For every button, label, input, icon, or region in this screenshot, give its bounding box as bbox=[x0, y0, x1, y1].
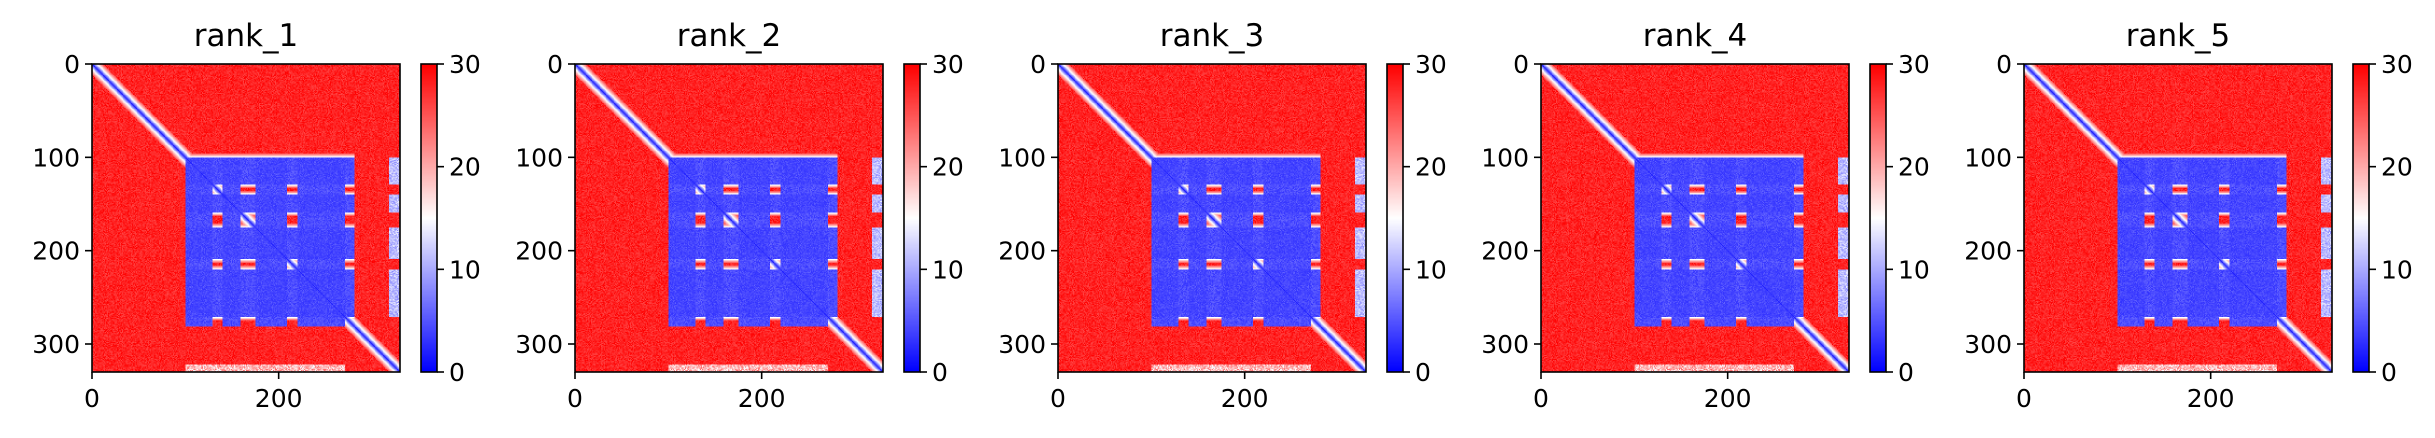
colorbar-frame bbox=[1869, 63, 1887, 373]
colorbar-frame bbox=[420, 63, 438, 373]
x-tick-label: 200 bbox=[2187, 384, 2235, 413]
colorbar-tick-label: 30 bbox=[932, 50, 964, 79]
x-tick-label: 0 bbox=[1533, 384, 1549, 413]
colorbar-tick-label: 30 bbox=[1415, 50, 1447, 79]
y-tick-label: 300 bbox=[32, 330, 80, 359]
colorbar-tick-label: 20 bbox=[1898, 153, 1930, 182]
colorbar-gradient bbox=[2353, 64, 2369, 372]
heatmap-image bbox=[575, 64, 883, 372]
y-tick-label: 0 bbox=[1996, 50, 2012, 79]
heatmap-frame bbox=[1540, 63, 1850, 373]
colorbar-gradient bbox=[1387, 64, 1403, 372]
colorbar-tick-label: 30 bbox=[2381, 50, 2413, 79]
colorbar-frame bbox=[2352, 63, 2370, 373]
y-tick-label: 200 bbox=[1481, 237, 1529, 266]
x-tick-label: 200 bbox=[738, 384, 786, 413]
x-tick-label: 200 bbox=[255, 384, 303, 413]
panel-title: rank_2 bbox=[677, 18, 782, 54]
heatmap-image bbox=[1058, 64, 1366, 372]
heatmap-frame bbox=[91, 63, 401, 373]
colorbar-gradient bbox=[421, 64, 437, 372]
colorbar-tick-label: 30 bbox=[1898, 50, 1930, 79]
x-tick-label: 0 bbox=[84, 384, 100, 413]
colorbar-tick-label: 0 bbox=[1415, 358, 1431, 387]
heatmap-image bbox=[2024, 64, 2332, 372]
heatmap-image bbox=[1541, 64, 1849, 372]
y-tick-label: 200 bbox=[515, 237, 563, 266]
y-tick-label: 300 bbox=[1964, 330, 2012, 359]
y-tick-label: 100 bbox=[1481, 143, 1529, 172]
y-tick-label: 0 bbox=[1030, 50, 1046, 79]
colorbar-tick-label: 30 bbox=[449, 50, 481, 79]
panel-title: rank_5 bbox=[2126, 18, 2231, 54]
panel-title: rank_3 bbox=[1160, 18, 1265, 54]
colorbar-tick-label: 10 bbox=[2381, 255, 2413, 284]
heatmap-image bbox=[92, 64, 400, 372]
x-tick-label: 200 bbox=[1221, 384, 1269, 413]
colorbar-tick-label: 20 bbox=[449, 153, 481, 182]
y-tick-label: 200 bbox=[1964, 237, 2012, 266]
colorbar-tick-label: 20 bbox=[932, 153, 964, 182]
y-tick-label: 100 bbox=[1964, 143, 2012, 172]
y-tick-label: 100 bbox=[515, 143, 563, 172]
colorbar-tick-label: 0 bbox=[1898, 358, 1914, 387]
colorbar-tick-label: 0 bbox=[449, 358, 465, 387]
y-tick-label: 100 bbox=[998, 143, 1046, 172]
panel-title: rank_4 bbox=[1643, 18, 1748, 54]
y-tick-label: 300 bbox=[998, 330, 1046, 359]
colorbar-tick-label: 20 bbox=[2381, 153, 2413, 182]
x-tick-label: 0 bbox=[2016, 384, 2032, 413]
x-tick-label: 200 bbox=[1704, 384, 1752, 413]
y-tick-label: 200 bbox=[998, 237, 1046, 266]
y-tick-label: 0 bbox=[64, 50, 80, 79]
colorbar-tick-label: 0 bbox=[932, 358, 948, 387]
x-tick-label: 0 bbox=[1050, 384, 1066, 413]
colorbar-frame bbox=[1386, 63, 1404, 373]
colorbar-tick-label: 20 bbox=[1415, 153, 1447, 182]
colorbar-frame bbox=[903, 63, 921, 373]
colorbar-gradient bbox=[904, 64, 920, 372]
colorbar-gradient bbox=[1870, 64, 1886, 372]
heatmap-frame bbox=[2023, 63, 2333, 373]
y-tick-label: 200 bbox=[32, 237, 80, 266]
panel-title: rank_1 bbox=[194, 18, 299, 54]
y-tick-label: 0 bbox=[547, 50, 563, 79]
colorbar-tick-label: 0 bbox=[2381, 358, 2397, 387]
colorbar-tick-label: 10 bbox=[449, 255, 481, 284]
heatmap-frame bbox=[574, 63, 884, 373]
y-tick-label: 100 bbox=[32, 143, 80, 172]
y-tick-label: 0 bbox=[1513, 50, 1529, 79]
colorbar-tick-label: 10 bbox=[1898, 255, 1930, 284]
x-tick-label: 0 bbox=[567, 384, 583, 413]
heatmap-frame bbox=[1057, 63, 1367, 373]
colorbar-tick-label: 10 bbox=[1415, 255, 1447, 284]
colorbar-tick-label: 10 bbox=[932, 255, 964, 284]
y-tick-label: 300 bbox=[1481, 330, 1529, 359]
y-tick-label: 300 bbox=[515, 330, 563, 359]
